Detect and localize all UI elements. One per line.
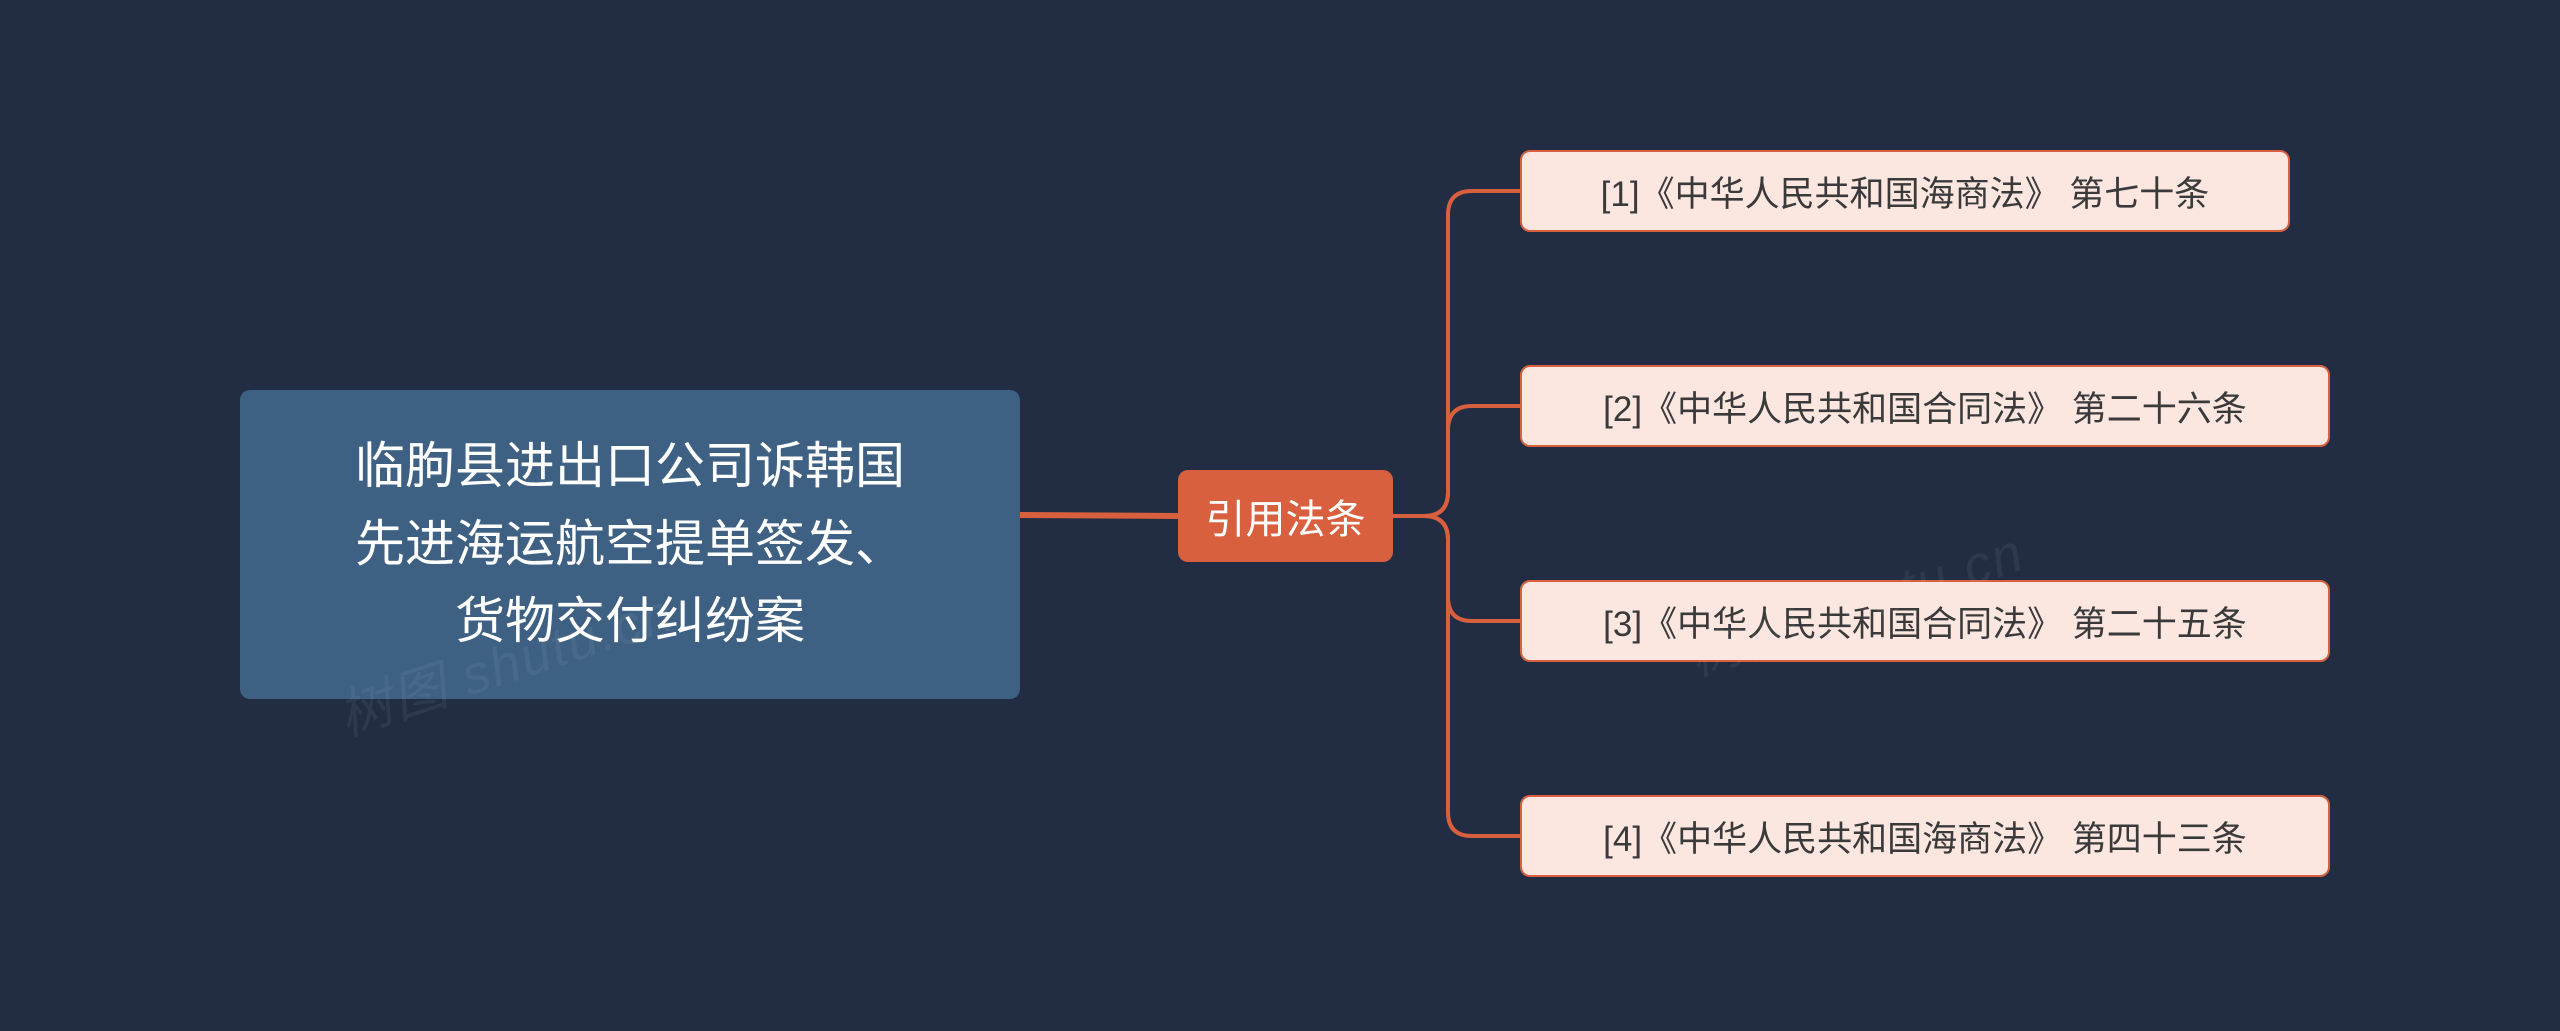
leaf-label: [4]《中华人民共和国海商法》 第四十三条 (1603, 811, 2247, 862)
leaf-node: [4]《中华人民共和国海商法》 第四十三条 (1520, 795, 2330, 877)
leaf-label: [2]《中华人民共和国合同法》 第二十六条 (1603, 381, 2247, 432)
mindmap-container: 临朐县进出口公司诉韩国 先进海运航空提单签发、 货物交付纠纷案 引用法条 [1]… (0, 0, 2560, 1031)
leaf-label: [1]《中华人民共和国海商法》 第七十条 (1601, 166, 2210, 217)
branch-label: 引用法条 (1206, 487, 1366, 545)
root-node: 临朐县进出口公司诉韩国 先进海运航空提单签发、 货物交付纠纷案 (240, 390, 1020, 699)
branch-node: 引用法条 (1178, 470, 1393, 562)
root-line-3: 货物交付纠纷案 (355, 583, 905, 661)
leaf-label: [3]《中华人民共和国合同法》 第二十五条 (1603, 596, 2247, 647)
leaf-node: [1]《中华人民共和国海商法》 第七十条 (1520, 150, 2290, 232)
leaf-node: [3]《中华人民共和国合同法》 第二十五条 (1520, 580, 2330, 662)
leaf-node: [2]《中华人民共和国合同法》 第二十六条 (1520, 365, 2330, 447)
root-line-2: 先进海运航空提单签发、 (355, 506, 905, 584)
root-text: 临朐县进出口公司诉韩国 先进海运航空提单签发、 货物交付纠纷案 (355, 428, 905, 661)
root-line-1: 临朐县进出口公司诉韩国 (355, 428, 905, 506)
